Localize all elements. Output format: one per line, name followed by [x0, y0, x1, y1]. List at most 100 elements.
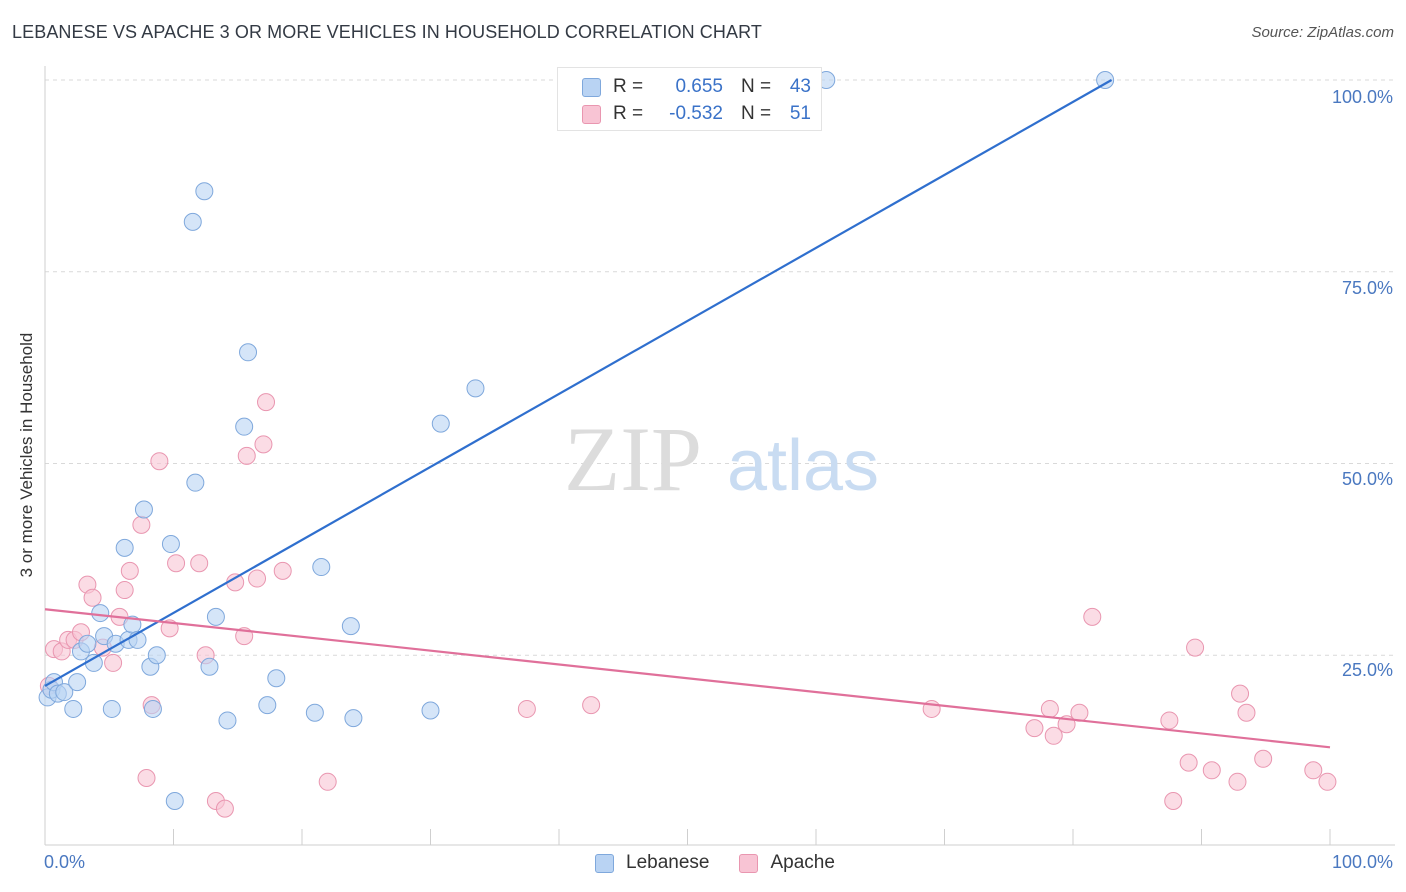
apache-point [137, 768, 156, 787]
apache-point [273, 561, 292, 580]
legend-label-apache: Apache [770, 852, 835, 873]
lebanese-point [305, 703, 324, 722]
apache-point [1237, 703, 1256, 722]
lebanese-point [165, 791, 184, 810]
apache-point [237, 446, 256, 465]
apache-point [1025, 719, 1044, 738]
apache-swatch [582, 104, 601, 124]
lebanese-point [186, 473, 205, 492]
apache-point [582, 696, 601, 715]
lebanese-point [78, 634, 97, 653]
x-tick-label-min: 0.0% [44, 852, 86, 872]
apache-point [1304, 761, 1323, 780]
lebanese-point [218, 711, 237, 730]
trendlines [44, 79, 1331, 749]
lebanese-point [312, 558, 331, 577]
lebanese-points [38, 71, 1115, 810]
lebanese-point [235, 417, 254, 436]
lebanese-swatch [582, 77, 601, 97]
lebanese-point [267, 669, 286, 688]
lebanese-point [147, 646, 166, 665]
legend-row-lebanese: R = 0.655 N = 43 [582, 75, 811, 99]
lebanese-trendline [44, 79, 1113, 687]
apache-point [167, 554, 186, 573]
apache-point [254, 435, 273, 454]
y-tick-label-25: 25.0% [1341, 660, 1393, 680]
apache-point [1202, 761, 1221, 780]
lebanese-point [115, 538, 134, 557]
legend-n-value-lebanese: 43 [789, 76, 811, 97]
apache-point [1318, 772, 1337, 791]
gridlines [45, 79, 1395, 656]
apache-point [215, 799, 234, 818]
apache-point [1179, 753, 1198, 772]
y-tick-label-100: 100.0% [1331, 87, 1393, 107]
apache-point [1231, 684, 1250, 703]
apache-point [1083, 607, 1102, 626]
legend-r-label: R = [613, 76, 644, 97]
apache-trendline [44, 608, 1331, 749]
lebanese-point [239, 343, 258, 362]
apache-point [83, 588, 102, 607]
lebanese-point [466, 379, 485, 398]
lebanese-point [143, 699, 162, 718]
lebanese-point [55, 683, 74, 702]
source-label: Source: ZipAtlas.com [1251, 24, 1394, 41]
lebanese-point [91, 604, 110, 623]
lebanese-point [206, 607, 225, 626]
lebanese-point [195, 182, 214, 201]
lebanese-point [68, 673, 87, 692]
apache-point [318, 772, 337, 791]
lebanese-point [421, 701, 440, 720]
legend-row-apache: R = -0.532 N = 51 [582, 102, 811, 126]
apache-point [1040, 699, 1059, 718]
legend-r-value-apache: -0.532 [669, 103, 723, 124]
lebanese-point [161, 535, 180, 554]
apache-point [1160, 711, 1179, 730]
apache-point [190, 554, 209, 573]
series-legend: Lebanese Apache [595, 852, 865, 874]
apache-point [1228, 772, 1247, 791]
watermark-atlas: atlas [727, 426, 879, 506]
apache-point [104, 653, 123, 672]
lebanese-point [431, 414, 450, 433]
legend-n-label: N = [741, 76, 772, 97]
watermark-zip: ZIP [564, 408, 702, 510]
apache-point [517, 699, 536, 718]
legend-n-label: N = [741, 103, 772, 124]
apache-point [120, 561, 139, 580]
apache-point [1164, 791, 1183, 810]
legend-item-apache: Apache [739, 852, 835, 874]
legend-r-value-lebanese: 0.655 [675, 76, 723, 97]
apache-point [115, 581, 134, 600]
x-tick-label-max: 100.0% [1331, 852, 1393, 872]
legend-n-value-apache: 51 [789, 103, 811, 124]
apache-point [132, 515, 151, 534]
legend-r-label: R = [613, 103, 644, 124]
apache-point [248, 569, 267, 588]
apache-legend-swatch [739, 853, 759, 873]
apache-points [39, 393, 1337, 818]
lebanese-point [1096, 71, 1115, 89]
correlation-legend: R = 0.655 N = 43 R = -0.532 N = 51 [557, 67, 822, 131]
apache-point [257, 393, 276, 412]
legend-label-lebanese: Lebanese [626, 852, 710, 873]
y-tick-label-75: 75.0% [1341, 278, 1393, 298]
apache-point [150, 452, 169, 471]
axes [44, 66, 1395, 846]
lebanese-point [102, 699, 121, 718]
apache-point [1044, 726, 1063, 745]
chart-title: LEBANESE VS APACHE 3 OR MORE VEHICLES IN… [12, 22, 762, 42]
lebanese-point [258, 696, 277, 715]
lebanese-point [134, 500, 153, 519]
lebanese-point [183, 212, 202, 231]
watermark: ZIP atlas [564, 408, 879, 510]
apache-point [1254, 749, 1273, 768]
y-tick-label-50: 50.0% [1341, 469, 1393, 489]
lebanese-point [344, 709, 363, 728]
apache-point [1186, 638, 1205, 657]
legend-item-lebanese: Lebanese [595, 852, 709, 874]
lebanese-point [64, 699, 83, 718]
lebanese-legend-swatch [595, 853, 614, 873]
